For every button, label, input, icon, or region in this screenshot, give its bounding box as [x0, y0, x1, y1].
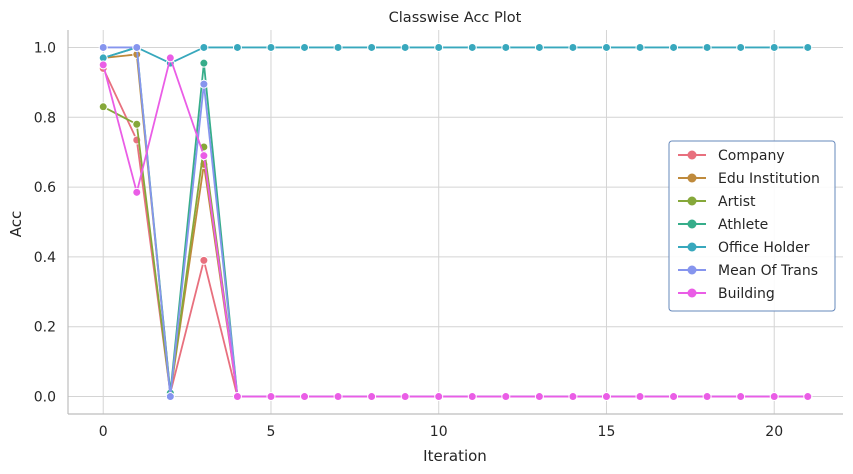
data-point-building	[467, 392, 477, 402]
y-ticks: 0.0 0.2 0.4 0.6 0.8 1.0	[34, 40, 56, 405]
data-point-office-holder	[266, 42, 276, 52]
data-point-building	[702, 392, 712, 402]
legend-label: Mean Of Trans	[718, 263, 818, 279]
data-point-building	[601, 392, 611, 402]
data-point-office-holder	[199, 42, 209, 52]
series-layer	[98, 42, 813, 402]
legend-label: Edu Institution	[718, 171, 820, 187]
x-tick-label: 20	[765, 424, 783, 440]
y-tick-label: 1.0	[34, 40, 56, 56]
chart-title: Classwise Acc Plot	[389, 10, 522, 26]
data-point-mean-of-trans	[199, 79, 209, 89]
data-point-building	[367, 392, 377, 402]
legend-marker	[687, 242, 697, 252]
legend-marker	[687, 173, 697, 183]
legend-label: Office Holder	[718, 240, 810, 256]
data-point-office-holder	[434, 42, 444, 52]
y-axis-label: Acc	[7, 211, 25, 238]
legend-label: Athlete	[718, 217, 768, 233]
data-point-building	[635, 392, 645, 402]
data-point-building	[132, 187, 142, 197]
data-point-building	[400, 392, 410, 402]
data-point-building	[266, 392, 276, 402]
data-point-athlete	[199, 58, 209, 68]
legend-label: Company	[718, 148, 785, 164]
data-point-artist	[98, 102, 108, 112]
data-point-office-holder	[568, 42, 578, 52]
legend-frame	[668, 140, 836, 312]
data-point-office-holder	[534, 42, 544, 52]
data-point-building	[736, 392, 746, 402]
data-point-office-holder	[333, 42, 343, 52]
data-point-office-holder	[601, 42, 611, 52]
data-point-mean-of-trans	[132, 42, 142, 52]
y-tick-label: 0.8	[34, 110, 56, 126]
legend-marker	[687, 219, 697, 229]
data-point-building	[501, 392, 511, 402]
data-point-office-holder	[467, 42, 477, 52]
y-tick-label: 0.2	[34, 320, 56, 336]
data-point-office-holder	[501, 42, 511, 52]
legend-label: Building	[718, 286, 775, 302]
data-point-office-holder	[702, 42, 712, 52]
legend-marker	[687, 150, 697, 160]
legend-label: Artist	[718, 194, 756, 210]
legend-item-athlete: Athlete	[678, 217, 768, 233]
data-point-building	[669, 392, 679, 402]
data-point-building	[98, 60, 108, 70]
y-tick-label: 0.0	[34, 390, 56, 406]
x-tick-label: 10	[430, 424, 448, 440]
data-point-building	[769, 392, 779, 402]
legend-item-office-holder: Office Holder	[678, 240, 810, 256]
x-ticks: 0 5 10 15 20	[99, 424, 783, 440]
axis-spines	[67, 30, 843, 415]
data-point-office-holder	[803, 42, 813, 52]
x-tick-label: 0	[99, 424, 108, 440]
series-line-office-holder	[102, 46, 808, 65]
series-line-building	[102, 57, 808, 398]
series-office-holder	[98, 42, 813, 68]
legend-marker	[687, 288, 697, 298]
x-tick-label: 15	[598, 424, 616, 440]
data-point-mean-of-trans	[98, 42, 108, 52]
data-point-building	[333, 392, 343, 402]
y-tick-label: 0.4	[34, 250, 56, 266]
data-point-company	[199, 255, 209, 265]
data-point-office-holder	[367, 42, 377, 52]
legend-item-edu-institution: Edu Institution	[678, 171, 820, 187]
legend-item-artist: Artist	[678, 194, 756, 210]
data-point-office-holder	[769, 42, 779, 52]
data-point-office-holder	[635, 42, 645, 52]
data-point-building	[534, 392, 544, 402]
data-point-office-holder	[300, 42, 310, 52]
data-point-office-holder	[232, 42, 242, 52]
data-point-mean-of-trans	[165, 392, 175, 402]
data-point-building	[434, 392, 444, 402]
legend: Company Edu Institution Artist Athlete Offic…	[668, 140, 836, 312]
legend-marker	[687, 265, 697, 275]
data-point-office-holder	[669, 42, 679, 52]
data-point-building	[165, 53, 175, 63]
x-axis-label: Iteration	[423, 447, 487, 465]
data-point-building	[232, 392, 242, 402]
data-point-artist	[132, 119, 142, 129]
data-point-office-holder	[400, 42, 410, 52]
series-building	[98, 53, 813, 402]
data-point-building	[300, 392, 310, 402]
legend-item-company: Company	[678, 148, 785, 164]
x-tick-label: 5	[267, 424, 276, 440]
data-point-building	[803, 392, 813, 402]
legend-item-mean-of-trans: Mean Of Trans	[678, 263, 818, 279]
legend-marker	[687, 196, 697, 206]
y-tick-label: 0.6	[34, 180, 56, 196]
legend-item-building: Building	[678, 286, 775, 302]
data-point-building	[199, 151, 209, 161]
data-point-building	[568, 392, 578, 402]
data-point-office-holder	[736, 42, 746, 52]
